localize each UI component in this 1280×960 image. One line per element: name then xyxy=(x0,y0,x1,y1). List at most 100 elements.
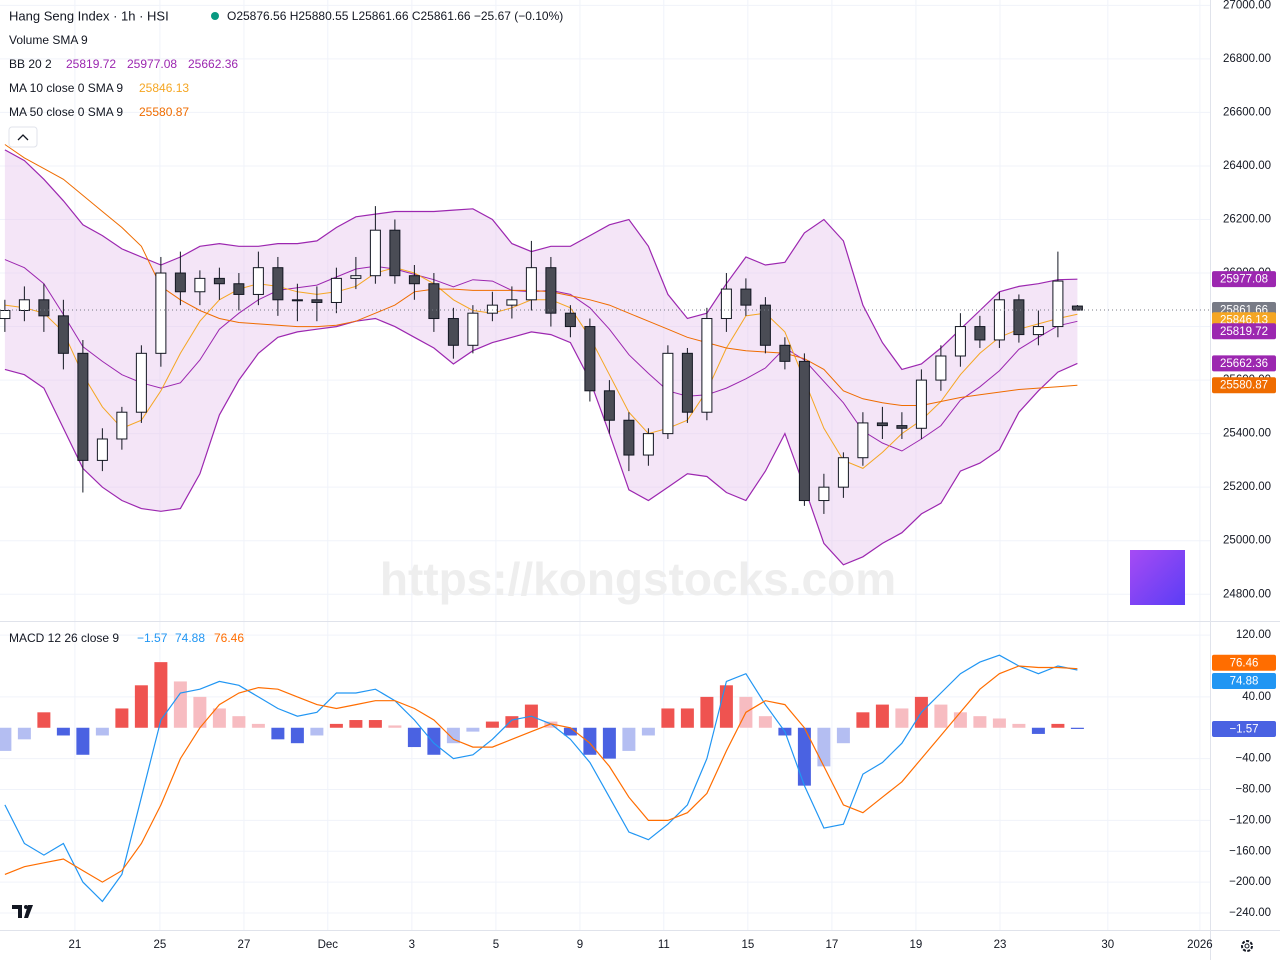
y-tick-label: 26800.00 xyxy=(1223,53,1271,65)
histogram-bar xyxy=(661,708,675,728)
candle-body xyxy=(18,299,30,311)
ma10-line xyxy=(4,267,1078,469)
x-tick-label: 27 xyxy=(238,939,251,951)
y-tick-label: −200.00 xyxy=(1229,876,1271,888)
histogram-bar xyxy=(310,727,324,736)
signal-label-box xyxy=(1212,654,1276,671)
ma50-line xyxy=(4,144,1078,406)
x-tick-label: 25 xyxy=(154,939,167,951)
x-tick-label: 11 xyxy=(658,939,670,951)
ma10-legend: MA 10 close 0 SMA 9 xyxy=(9,81,123,95)
histogram-bar xyxy=(388,725,402,728)
candle-body xyxy=(525,267,537,301)
bb-fill xyxy=(4,149,1078,565)
histogram-bar xyxy=(427,727,441,755)
candle-body xyxy=(779,344,791,362)
histogram-bar xyxy=(602,727,616,759)
bb-upper: 25977.08 xyxy=(127,57,177,71)
y-tick-label: 26400.00 xyxy=(1223,160,1271,172)
ma50-legend: MA 50 close 0 SMA 9 xyxy=(9,105,123,119)
histogram-bar xyxy=(173,681,187,728)
bb-basis-label: 25819.72 xyxy=(1220,326,1268,338)
candle-body xyxy=(545,267,557,314)
x-tick-label: 30 xyxy=(1101,939,1114,951)
y-tick-label: 120.00 xyxy=(1236,629,1271,641)
histogram-bar xyxy=(758,716,772,728)
histogram-bar xyxy=(466,727,480,732)
histogram-bar xyxy=(895,708,909,728)
candle-body xyxy=(954,326,966,357)
bb-lower: 25662.36 xyxy=(188,57,238,71)
candle-body xyxy=(116,411,128,440)
collapse-button[interactable] xyxy=(8,126,38,148)
histogram-bar xyxy=(700,696,714,728)
x-tick-label: 9 xyxy=(577,939,583,951)
ma50-value: 25580.87 xyxy=(139,105,189,119)
candle-body xyxy=(1032,326,1044,336)
candle-body xyxy=(681,352,693,413)
candle-body xyxy=(993,299,1005,341)
axis-layer: 24800.0025000.0025200.0025400.0025600.00… xyxy=(68,0,1276,951)
candle-body xyxy=(1052,280,1064,328)
candle-body xyxy=(506,299,518,306)
x-tick-label: 15 xyxy=(741,939,754,951)
histogram-bar xyxy=(407,727,421,748)
histogram-bar xyxy=(232,716,246,728)
histogram-bar xyxy=(1031,727,1045,734)
candle-body xyxy=(77,352,89,461)
histogram-bar xyxy=(271,727,285,740)
histogram-bar xyxy=(680,708,694,728)
candle-body xyxy=(798,360,810,502)
candle-body xyxy=(701,318,713,413)
x-tick-label: 19 xyxy=(910,939,923,951)
histogram-bar xyxy=(973,716,987,728)
bb-basis: 25819.72 xyxy=(66,57,116,71)
histogram-bar xyxy=(622,727,636,751)
market-status xyxy=(211,12,219,20)
x-tick-label: 23 xyxy=(994,939,1007,951)
signal-label: 76.46 xyxy=(1230,657,1259,669)
histogram-bar xyxy=(817,727,831,767)
candle-body xyxy=(974,326,986,341)
histogram-bar xyxy=(641,727,655,736)
histogram-bar xyxy=(1070,727,1084,729)
candle-body xyxy=(837,457,849,488)
settings-button[interactable] xyxy=(1241,940,1253,952)
histogram-bar xyxy=(563,727,577,736)
bb-lower-line xyxy=(4,317,1078,566)
candle-body xyxy=(818,486,830,502)
legend: Hang Seng Index · 1h · HSI O25876.56 H25… xyxy=(8,8,563,645)
histogram-bar xyxy=(368,720,382,728)
tv-logo xyxy=(12,905,33,918)
candle-body xyxy=(233,283,245,295)
candle-body xyxy=(759,304,771,346)
histogram-label-box xyxy=(1212,720,1276,737)
candle-body xyxy=(642,433,654,456)
histogram-bar xyxy=(76,727,90,755)
candle-body xyxy=(0,310,11,320)
candle-body xyxy=(584,326,596,392)
logo xyxy=(1130,550,1185,605)
candle-body xyxy=(896,425,908,429)
histogram-label: −1.57 xyxy=(1229,723,1258,735)
histogram-bar xyxy=(797,727,811,786)
bb-lower-label: 25662.36 xyxy=(1220,358,1268,370)
histogram-bar xyxy=(875,704,889,728)
ma50-label-box xyxy=(1212,377,1276,394)
y-tick-label: 26600.00 xyxy=(1223,106,1271,118)
histogram-bar xyxy=(193,696,207,728)
candle-body xyxy=(428,283,440,320)
histogram-bar xyxy=(1051,723,1065,728)
candle-body xyxy=(1013,299,1025,336)
histogram-bar xyxy=(95,727,109,736)
y-tick-label: 24800.00 xyxy=(1223,588,1271,600)
volume-legend: Volume SMA 9 xyxy=(9,33,88,47)
histogram-bar xyxy=(992,718,1006,728)
histogram-bar xyxy=(544,721,558,728)
x-tick-label: 2026 xyxy=(1187,939,1213,951)
candle-body xyxy=(1071,305,1083,311)
histogram-bar xyxy=(349,720,363,728)
histogram-bar xyxy=(0,727,12,751)
histogram-bar xyxy=(37,712,51,728)
